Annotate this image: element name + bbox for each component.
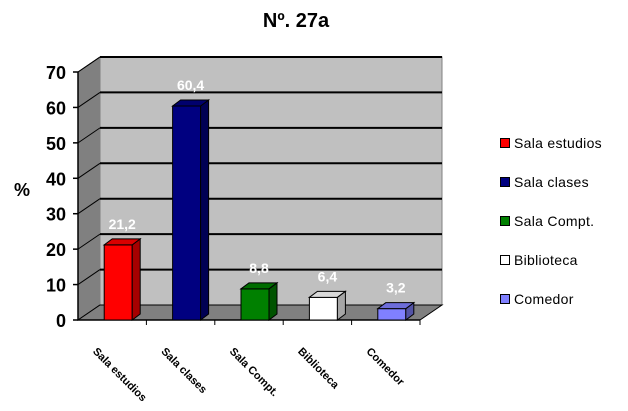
bar — [172, 105, 202, 321]
legend-item-sala-compt: Sala Compt. — [500, 211, 602, 231]
x-tick-label: Sala clases — [158, 346, 208, 396]
legend-swatch — [500, 255, 510, 265]
x-tick-label: Comedor — [364, 346, 407, 389]
plot-side-wall — [77, 56, 101, 321]
legend-item-sala-estudios: Sala estudios — [500, 133, 602, 153]
gridline-side — [77, 198, 101, 215]
bar — [103, 244, 133, 321]
legend-swatch — [500, 177, 510, 187]
legend-item-sala-clases: Sala clases — [500, 172, 602, 192]
data-label: 3,2 — [386, 280, 406, 296]
legend-swatch — [500, 138, 510, 148]
bar-top — [239, 282, 279, 290]
legend-swatch — [500, 216, 510, 226]
legend-label: Sala estudios — [514, 135, 602, 151]
y-tick-label: 0 — [56, 311, 66, 331]
y-tick-label: 70 — [46, 63, 66, 83]
gridline-side — [77, 233, 101, 250]
data-label: 60,4 — [177, 77, 204, 93]
chart-title: Nº. 27a — [262, 10, 330, 32]
bar-top — [307, 290, 347, 298]
x-tick-label: Sala estudios — [90, 346, 149, 405]
y-tick-label: 60 — [46, 98, 66, 118]
y-tick-label: 30 — [46, 205, 66, 225]
x-tick-label: Biblioteca — [295, 346, 341, 392]
y-tick-label: 40 — [46, 169, 66, 189]
legend-label: Sala Compt. — [514, 213, 595, 229]
bar-top — [171, 99, 211, 107]
bar — [377, 308, 407, 321]
gridline-side — [77, 127, 101, 144]
legend-label: Comedor — [514, 291, 574, 307]
bar-top — [376, 302, 416, 310]
data-label: 8,8 — [249, 260, 269, 276]
bar — [240, 288, 270, 321]
legend-swatch — [500, 294, 510, 304]
legend-label: Sala clases — [514, 174, 589, 190]
gridline-side — [77, 269, 101, 285]
gridline-side — [77, 162, 101, 179]
legend-item-comedor: Comedor — [500, 289, 602, 309]
x-tick-label: Sala Compt. — [227, 346, 280, 399]
legend-label: Biblioteca — [514, 252, 578, 268]
bar-side — [200, 99, 210, 321]
chart-legend: Sala estudios Sala clases Sala Compt. Bi… — [500, 133, 602, 328]
data-label: 6,4 — [318, 268, 338, 284]
plot-back-wall — [99, 56, 443, 306]
gridline-side — [77, 92, 101, 108]
y-tick-label: 20 — [46, 240, 66, 260]
gridline-side — [77, 56, 101, 73]
bar-side — [131, 237, 141, 321]
bar-top — [102, 238, 142, 246]
y-tick-label: 10 — [46, 276, 66, 296]
legend-item-biblioteca: Biblioteca — [500, 250, 602, 270]
y-tick-label: 50 — [46, 134, 66, 154]
bar — [308, 296, 338, 321]
data-label: 21,2 — [109, 216, 136, 232]
y-axis-label: % — [14, 180, 30, 200]
